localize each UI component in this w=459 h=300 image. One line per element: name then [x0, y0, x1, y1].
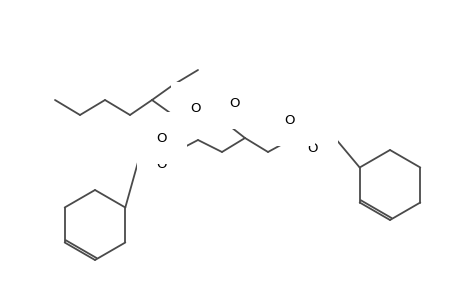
- Text: O: O: [284, 113, 295, 127]
- Text: O: O: [229, 97, 240, 110]
- Text: O: O: [190, 101, 201, 115]
- Text: O: O: [157, 158, 167, 172]
- Text: O: O: [157, 131, 167, 145]
- Text: O: O: [307, 142, 318, 154]
